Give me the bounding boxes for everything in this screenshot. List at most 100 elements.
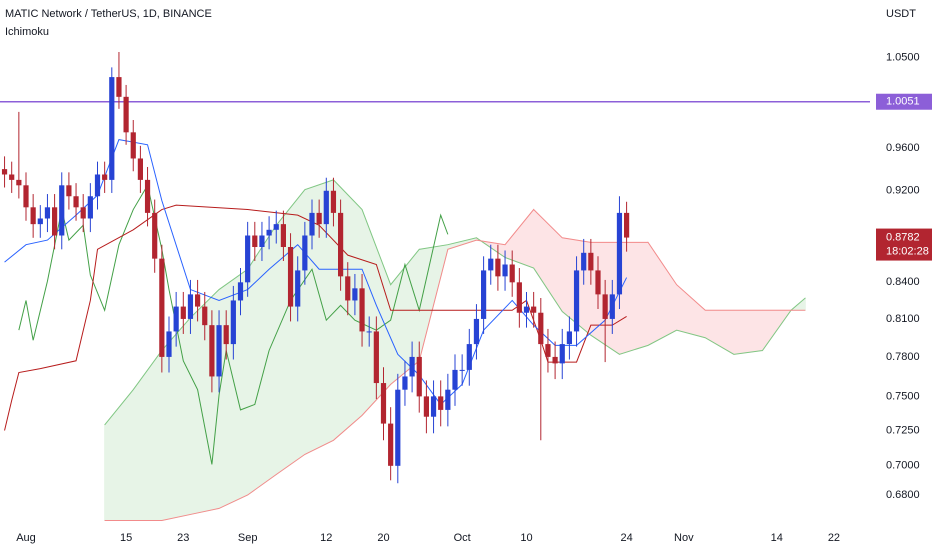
candle-body: [609, 294, 615, 319]
candle-body: [102, 174, 108, 180]
cloud-segment: [161, 316, 191, 522]
candle-body: [216, 325, 222, 377]
candle-body: [295, 270, 301, 307]
candle-body: [87, 196, 93, 219]
candle-body: [266, 229, 272, 236]
candle-body: [373, 331, 379, 384]
candle-body: [345, 276, 351, 301]
candle-body: [566, 331, 572, 345]
candle-body: [616, 212, 623, 295]
cloud-segment: [618, 241, 649, 356]
candle-body: [287, 247, 294, 307]
x-tick-label: 15: [120, 532, 132, 544]
candle-body: [552, 356, 558, 364]
candle-body: [316, 212, 322, 225]
y-tick-label: 0.9600: [886, 142, 920, 154]
last-price-label: 0.8782: [886, 231, 920, 243]
candle-body: [559, 344, 565, 364]
candle-body: [230, 300, 236, 345]
candle-body: [330, 190, 337, 213]
candle-body: [123, 96, 129, 133]
x-tick-label: 14: [771, 532, 783, 544]
candle-body: [309, 212, 315, 236]
candle-body: [624, 212, 630, 238]
candle-body: [531, 306, 537, 313]
candle-body: [116, 77, 122, 97]
x-tick-label: 23: [177, 532, 189, 544]
candle-body: [130, 132, 136, 159]
y-tick-label: 0.7500: [886, 390, 920, 402]
candle-body: [573, 270, 580, 332]
candle-body: [245, 235, 251, 283]
candle-body: [44, 207, 51, 219]
x-tick-label: 10: [520, 532, 532, 544]
y-axis-label: USDT: [886, 8, 916, 20]
cloud-segment: [247, 223, 277, 496]
x-tick-label: Aug: [16, 532, 36, 544]
candle-body: [523, 306, 530, 313]
y-tick-label: 0.7250: [886, 424, 920, 436]
y-tick-label: 0.8400: [886, 276, 920, 288]
conversion-line: [4, 139, 628, 406]
candle-body: [352, 288, 358, 301]
candle-body: [166, 331, 172, 357]
x-tick-label: Oct: [454, 532, 471, 544]
candle-body: [423, 396, 429, 417]
candle-body: [109, 77, 115, 180]
candle-body: [252, 235, 258, 248]
candle-body: [388, 423, 394, 466]
candle-body: [273, 224, 279, 230]
candle-body: [73, 196, 79, 208]
candle-body: [380, 383, 387, 424]
leading-span-a: [104, 179, 806, 426]
candle-body: [37, 218, 43, 225]
x-tick-label: 22: [828, 532, 840, 544]
candle-body: [502, 264, 508, 277]
candle-body: [180, 306, 186, 319]
chart-title: MATIC Network / TetherUS, 1D, BINANCE: [5, 8, 212, 20]
candle-body: [445, 389, 451, 410]
candle-body: [438, 396, 444, 410]
countdown-label: 18:02:28: [886, 245, 929, 257]
x-tick-label: 12: [320, 532, 332, 544]
cloud-segment: [733, 309, 763, 355]
y-tick-label: 0.9200: [886, 185, 920, 197]
candle-body: [9, 174, 15, 180]
candle-body: [452, 369, 458, 390]
candle-body: [302, 235, 308, 271]
candle-body: [80, 207, 86, 219]
candle-body: [237, 282, 244, 301]
candle-body: [137, 158, 143, 180]
candle-body: [195, 294, 201, 307]
y-tick-label: 1.0500: [886, 52, 920, 64]
x-tick-label: Sep: [238, 532, 258, 544]
candle-body: [144, 179, 151, 213]
candle-body: [187, 294, 194, 319]
y-tick-label: 0.7000: [886, 460, 920, 472]
hline-price-tag: [876, 93, 932, 110]
candle-body: [173, 306, 179, 332]
candle-body: [430, 396, 437, 417]
plot-area: [0, 52, 870, 522]
candle-body: [595, 270, 601, 295]
candle-body: [509, 264, 515, 283]
y-tick-label: 0.8100: [886, 313, 920, 325]
candle-body: [409, 356, 415, 377]
candle-body: [1, 169, 8, 175]
candle-body: [52, 207, 58, 236]
candle-body: [588, 252, 594, 271]
indicator-label: Ichimoku: [5, 26, 49, 38]
cloud-segment: [275, 188, 306, 476]
candle-body: [488, 258, 494, 271]
candle-body: [581, 252, 587, 271]
candle-body: [338, 212, 344, 277]
candle-body: [223, 325, 229, 345]
candle-body: [495, 258, 501, 277]
candle-body: [395, 389, 401, 466]
x-tick-label: 20: [377, 532, 389, 544]
y-tick-label: 0.7800: [886, 351, 920, 363]
candle-body: [466, 344, 472, 370]
